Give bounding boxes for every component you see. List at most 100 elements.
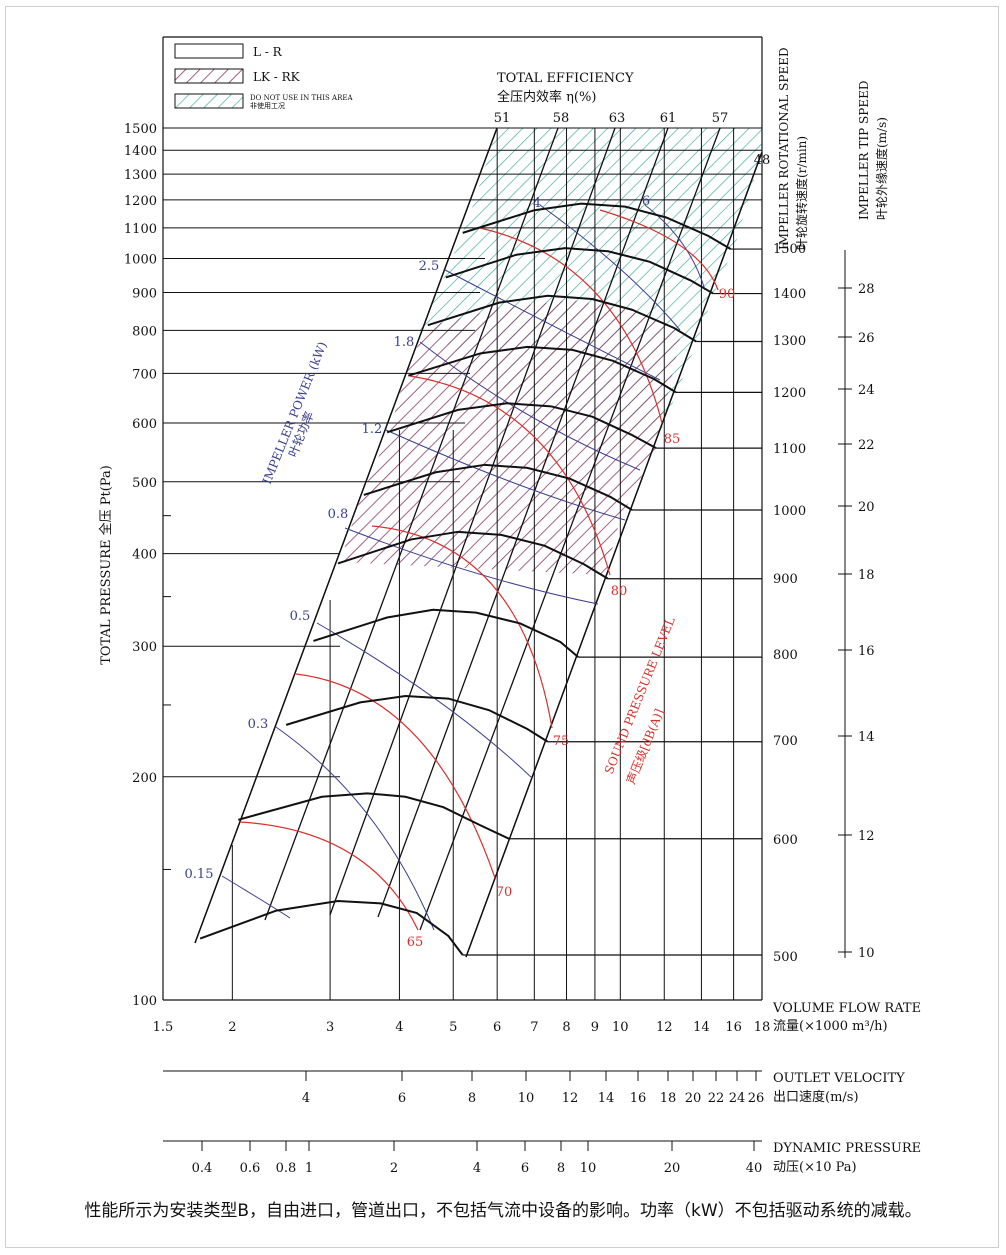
legend-label-cn: 非使用工况 — [250, 101, 285, 110]
dynamic-tick-label: 8 — [557, 1161, 565, 1176]
power-label: 0.5 — [290, 609, 311, 624]
outlet-tick-label: 6 — [398, 1091, 406, 1106]
legend-label: DO NOT USE IN THIS AREA — [250, 94, 353, 102]
power-label: 1.2 — [362, 422, 383, 437]
sound-label: 65 — [407, 935, 424, 950]
power-curve — [385, 429, 626, 521]
speed-tick-label: 1500 — [773, 242, 806, 257]
outlet-tick-label: 16 — [630, 1091, 647, 1106]
outlet-tick-label: 24 — [729, 1091, 746, 1106]
tip-tick-label: 14 — [858, 730, 875, 745]
speed-curve-1300 — [427, 294, 697, 343]
sound-label: 85 — [664, 432, 681, 447]
y-tick-label: 600 — [132, 417, 157, 432]
speed-tick-label: 600 — [773, 833, 798, 848]
speed-tick-label: 1400 — [773, 287, 806, 302]
region-left-edge — [194, 127, 498, 944]
dynamic-tick-label: 20 — [664, 1161, 681, 1176]
speed-curve-1400 — [445, 247, 714, 295]
efficiency-tick-label: 48 — [754, 153, 771, 168]
x-tick-label: 1.5 — [153, 1020, 174, 1035]
outlet-tick-label: 12 — [562, 1091, 579, 1106]
speed-curve-1000 — [363, 463, 633, 511]
x-axis-title: VOLUME FLOW RATE — [772, 1001, 921, 1016]
x-tick-label: 10 — [612, 1020, 629, 1035]
x-tick-label: 12 — [656, 1020, 673, 1035]
sound-label: 70 — [496, 885, 513, 900]
y-tick-label: 1200 — [124, 194, 157, 209]
power-curve — [344, 527, 599, 605]
efficiency-title: TOTAL EFFICIENCY — [497, 71, 634, 86]
x-tick-label: 6 — [493, 1020, 501, 1035]
legend-swatch — [174, 43, 244, 59]
legend-label: L - R — [253, 45, 283, 59]
speed-curve-1500 — [462, 202, 732, 250]
outlet-tick-label: 14 — [598, 1091, 615, 1106]
dynamic-tick-label: 0.6 — [240, 1161, 261, 1176]
speed-curve-1100 — [386, 402, 657, 450]
sound-curves — [239, 209, 719, 931]
speed-curves — [199, 202, 762, 956]
x-tick-label: 14 — [693, 1020, 710, 1035]
labels: 1500140013001200110010009008007006005004… — [98, 47, 921, 1176]
fan-performance-chart: 1500140013001200110010009008007006005004… — [98, 36, 921, 1176]
x-tick-label: 8 — [562, 1020, 570, 1035]
power-curve — [419, 341, 641, 471]
speed-tick-label: 800 — [773, 648, 798, 663]
outlet-tick-label: 20 — [685, 1091, 702, 1106]
outlet-tick-label: 22 — [708, 1091, 725, 1106]
power-label: 0.8 — [328, 507, 349, 522]
x-tick-label: 2 — [228, 1020, 236, 1035]
efficiency-tick-label: 51 — [494, 111, 511, 126]
y-tick-label: 700 — [132, 367, 157, 382]
y-axis-title: TOTAL PRESSURE 全压 Pt(Pa) — [98, 465, 114, 665]
power-label: 4 — [533, 196, 541, 211]
power-label: 2.5 — [419, 259, 440, 274]
tip-tick-label: 20 — [858, 500, 875, 515]
outlet-tick-label: 8 — [468, 1091, 476, 1106]
efficiency-tick-label: 57 — [712, 111, 729, 126]
outlet-tick-label: 4 — [302, 1091, 310, 1106]
legend-swatch — [174, 93, 244, 109]
region-right-edge — [465, 151, 763, 958]
outlet-tick-label: 26 — [748, 1091, 765, 1106]
dynamic-tick-label: 10 — [580, 1161, 597, 1176]
sound-curve — [371, 525, 553, 729]
legend-swatch — [174, 68, 244, 84]
speed-curve-600 — [238, 792, 510, 840]
sound-label: 90 — [719, 287, 736, 302]
outlet-axis-title: OUTLET VELOCITY — [773, 1071, 905, 1086]
speed-tick-label: 1200 — [773, 386, 806, 401]
x-tick-label: 3 — [326, 1020, 334, 1035]
efficiency-line — [329, 127, 616, 916]
legend-label: LK - RK — [253, 70, 301, 84]
speed-tick-label: 1000 — [773, 504, 806, 519]
speed-curve-500 — [199, 899, 464, 956]
efficiency-line — [419, 127, 721, 931]
y-tick-label: 1000 — [124, 253, 157, 268]
sound-curve — [409, 375, 611, 576]
y-tick-label: 900 — [132, 286, 157, 301]
dynamic-tick-label: 6 — [521, 1161, 529, 1176]
efficiency-tick-label: 61 — [660, 111, 677, 126]
power-label: 0.15 — [185, 867, 214, 882]
speed-axis-title-cn: 叶轮旋转速度(r/min) — [794, 136, 809, 250]
dynamic-axis-title: DYNAMIC PRESSURE — [773, 1141, 921, 1156]
efficiency-line — [264, 127, 559, 921]
y-tick-label: 500 — [132, 476, 157, 491]
speed-tick-label: 500 — [773, 950, 798, 965]
tip-tick-label: 24 — [858, 383, 875, 398]
x-axis-title-cn: 流量(×1000 m³/h) — [773, 1019, 888, 1034]
speed-tick-label: 900 — [773, 572, 798, 587]
tip-tick-label: 28 — [858, 282, 875, 297]
outer-frame — [5, 6, 999, 1248]
efficiency-tick-label: 63 — [609, 111, 626, 126]
speed-curve-1200 — [408, 345, 677, 394]
sound-curve — [599, 209, 719, 291]
efficiency-line — [377, 127, 669, 918]
y-tick-label: 1500 — [124, 122, 157, 137]
grid-lines — [162, 127, 763, 1001]
y-tick-label: 800 — [132, 324, 157, 339]
y-tick-label: 1300 — [124, 168, 157, 183]
footer-note: 性能所示为安装类型B，自由进口，管道出口，不包括气流中设备的影响。功率（kW）不… — [84, 1201, 922, 1221]
